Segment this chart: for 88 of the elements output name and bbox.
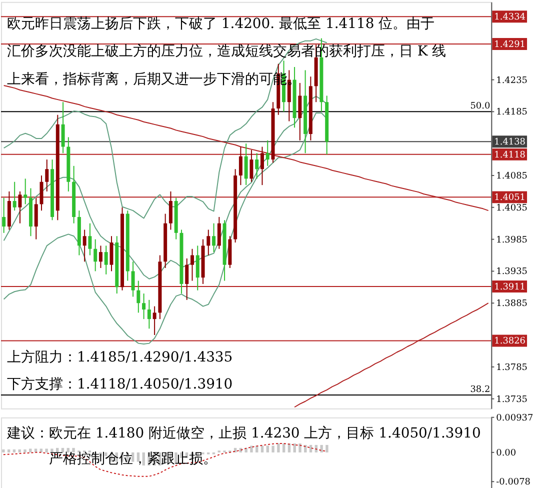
y-tick-label: -0.0078: [496, 478, 531, 488]
y-tick-label: 1.4185: [496, 108, 528, 118]
bar: [298, 443, 302, 452]
ref-line-label: 1.4138: [494, 138, 526, 148]
candlestick: [217, 216, 221, 250]
candlestick: [250, 149, 254, 182]
annotation: 欧元昨日震荡上扬后下跌，下破了 1.4200. 最低至 1.4118 位。由于: [6, 16, 435, 32]
y-tick-label: 0.00937: [496, 413, 534, 424]
candlestick: [136, 280, 140, 314]
annotation: 下方支撑：1.4118/1.4050/1.3910: [6, 376, 233, 392]
line-series: [2, 442, 328, 477]
candlestick: [40, 174, 44, 212]
bar: [174, 452, 178, 463]
bar: [320, 444, 323, 452]
candlestick: [2, 197, 6, 234]
candlestick: [212, 222, 216, 253]
ref-line-label: 1.4118: [494, 150, 526, 160]
bar: [142, 452, 145, 466]
bar: [277, 443, 280, 452]
candlestick: [18, 190, 22, 224]
bar: [250, 446, 253, 452]
candlestick: [61, 102, 65, 154]
bar: [260, 446, 264, 452]
annotation: 50.0: [470, 102, 490, 112]
candlestick: [298, 82, 302, 141]
y-tick-label: 1.3735: [496, 394, 528, 405]
candlestick: [206, 229, 210, 256]
bar: [272, 446, 274, 452]
bar: [72, 448, 75, 452]
candlestick: [266, 140, 270, 166]
bar: [61, 448, 64, 452]
line-series: [3, 85, 489, 212]
annotation: 建议：欧元在 1.4180 附近做空，止损 1.4230 上方，目标 1.4050/1.3910: [6, 425, 481, 442]
y-tick-label: 1.4235: [496, 76, 528, 86]
candlestick: [255, 152, 259, 180]
candlestick: [82, 229, 86, 262]
candlestick: [196, 245, 200, 291]
candlestick: [168, 190, 172, 230]
y-tick-label: 1.4035: [496, 203, 528, 214]
bar: [266, 446, 269, 452]
candlestick: [244, 143, 248, 186]
bar: [131, 452, 134, 462]
bar: [12, 449, 16, 452]
candlestick: [142, 293, 146, 320]
candlestick: [104, 245, 108, 275]
candlestick: [110, 236, 114, 272]
bar: [50, 448, 54, 452]
candlestick: [34, 197, 38, 240]
bar: [326, 444, 328, 452]
candlestick: [147, 299, 151, 330]
ref-line-label: 1.3826: [494, 336, 526, 347]
candlestick: [94, 238, 98, 272]
candlestick: [238, 146, 242, 186]
y-tick-label: 1.3885: [496, 299, 528, 310]
candlestick: [45, 159, 49, 192]
bar: [29, 448, 32, 452]
bar: [7, 449, 10, 452]
candlestick: [190, 248, 194, 282]
bar: [2, 449, 5, 452]
y-tick-label: 1.4085: [496, 171, 528, 182]
candlestick: [88, 222, 92, 256]
ref-line-label: 1.4334: [494, 12, 526, 23]
candlestick: [12, 181, 16, 212]
candlestick: [24, 178, 28, 205]
candlestick: [152, 306, 156, 336]
ref-line-label: 1.3911: [494, 282, 526, 293]
bar: [24, 449, 26, 452]
candlestick: [260, 146, 264, 186]
bar: [309, 444, 312, 452]
bar: [45, 448, 48, 452]
bar: [40, 448, 43, 452]
y-tick-label: 1.3935: [496, 267, 528, 278]
y-tick-label: 1.3985: [496, 235, 528, 246]
bar: [66, 448, 70, 452]
bar: [282, 443, 286, 452]
y-tick-label: 0.00: [496, 448, 516, 458]
annotation: 严格控制仓位，紧跟止损。: [48, 451, 217, 468]
bar: [136, 452, 140, 462]
y-tick-label: 1.3785: [496, 362, 528, 373]
annotation: 38.2: [470, 385, 490, 396]
bar: [293, 443, 296, 452]
candlestick: [98, 245, 102, 269]
candlestick: [131, 261, 135, 298]
annotation: 上方阻力：1.4185/1.4290/1.4335: [6, 350, 233, 366]
candlestick: [185, 258, 189, 300]
bar: [18, 449, 21, 452]
ref-line-label: 1.4291: [494, 40, 526, 50]
ref-line-label: 1.4051: [494, 193, 526, 204]
